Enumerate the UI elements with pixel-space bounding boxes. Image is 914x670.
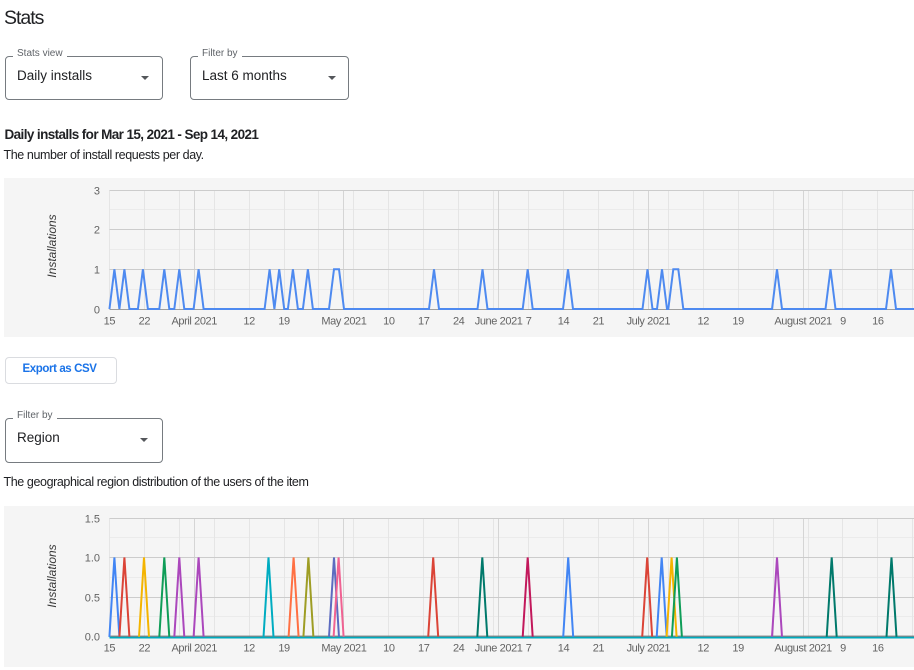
svg-text:7: 7 [526, 316, 532, 328]
svg-text:10: 10 [383, 316, 395, 328]
svg-text:3: 3 [94, 185, 100, 197]
svg-text:June 2021: June 2021 [475, 643, 523, 655]
svg-text:16: 16 [872, 316, 884, 328]
svg-text:21: 21 [593, 316, 605, 328]
svg-text:14: 14 [558, 316, 570, 328]
svg-text:19: 19 [278, 643, 290, 655]
svg-text:April 2021: April 2021 [171, 643, 217, 655]
svg-text:24: 24 [453, 316, 465, 328]
svg-text:12: 12 [697, 643, 709, 655]
svg-text:12: 12 [697, 316, 709, 328]
svg-text:19: 19 [732, 316, 744, 328]
svg-text:May 2021: May 2021 [321, 643, 366, 655]
svg-text:14: 14 [558, 643, 570, 655]
svg-text:May 2021: May 2021 [321, 316, 366, 328]
svg-text:22: 22 [139, 643, 151, 655]
svg-text:15: 15 [104, 316, 116, 328]
svg-text:17: 17 [418, 643, 430, 655]
svg-text:July 2021: July 2021 [627, 316, 671, 328]
svg-text:24: 24 [453, 643, 465, 655]
svg-text:June 2021: June 2021 [475, 316, 523, 328]
svg-text:Installations: Installations [45, 214, 59, 277]
svg-text:1: 1 [94, 264, 100, 276]
svg-text:1.0: 1.0 [85, 552, 100, 564]
svg-text:12: 12 [243, 643, 255, 655]
svg-text:2: 2 [94, 224, 100, 236]
svg-text:0.0: 0.0 [85, 631, 100, 643]
svg-text:19: 19 [278, 316, 290, 328]
svg-text:7: 7 [526, 643, 532, 655]
svg-text:August 2021: August 2021 [774, 316, 832, 328]
svg-text:Installations: Installations [45, 544, 59, 607]
svg-text:0: 0 [94, 304, 100, 316]
svg-text:21: 21 [593, 643, 605, 655]
svg-text:12: 12 [243, 316, 255, 328]
svg-text:22: 22 [139, 316, 151, 328]
svg-text:10: 10 [383, 643, 395, 655]
svg-text:August 2021: August 2021 [774, 643, 832, 655]
svg-text:15: 15 [104, 643, 116, 655]
svg-text:April 2021: April 2021 [171, 316, 217, 328]
svg-text:9: 9 [840, 643, 846, 655]
svg-text:16: 16 [872, 643, 884, 655]
svg-text:0.5: 0.5 [85, 592, 100, 604]
svg-text:19: 19 [732, 643, 744, 655]
svg-text:17: 17 [418, 316, 430, 328]
svg-text:July 2021: July 2021 [627, 643, 671, 655]
svg-text:9: 9 [840, 316, 846, 328]
svg-text:1.5: 1.5 [85, 513, 100, 525]
